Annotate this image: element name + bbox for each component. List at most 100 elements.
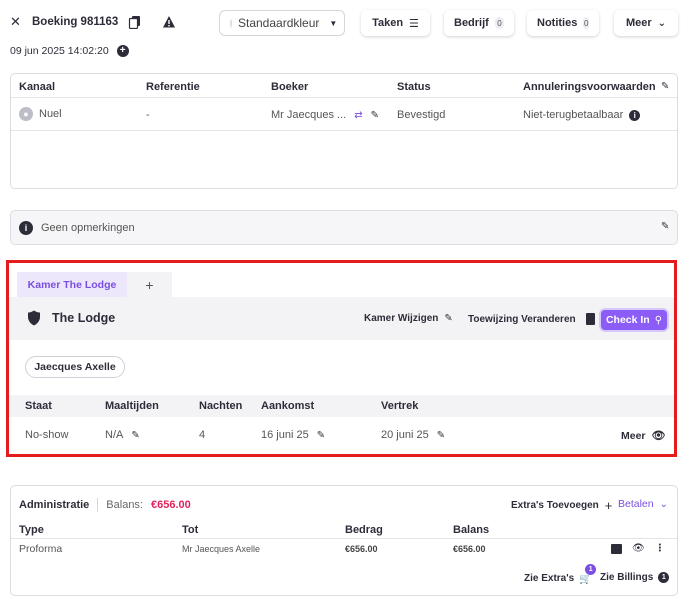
departure-value: 20 juni 25 <box>381 429 429 441</box>
guest-chip[interactable]: Jaecques Axelle <box>25 356 125 378</box>
administration-card: Administratie Balans: €656.00 Extra's To… <box>10 485 678 596</box>
header-status: Status <box>397 81 431 93</box>
cancellation-cell: Niet-terugbetaalbaar i <box>523 109 641 121</box>
merge-icon[interactable]: ⇄ <box>354 109 363 121</box>
balance-value: €656.00 <box>151 499 191 511</box>
edit-pencil-icon[interactable]: ✎ <box>661 221 670 232</box>
see-extras-button[interactable]: Zie Extra's 🛒 1 <box>524 564 597 585</box>
header-channel: Kanaal <box>19 81 56 93</box>
row-actions: 👁 ⋮ <box>611 543 665 554</box>
see-billings-label: Zie Billings <box>600 572 654 583</box>
info-icon[interactable]: i <box>629 109 641 121</box>
divider <box>11 97 677 98</box>
admin-title: Administratie <box>19 499 90 511</box>
vertical-divider <box>97 498 99 512</box>
chevron-down-icon: ⌄ <box>659 498 669 510</box>
remarks-card: i Geen opmerkingen ✎ <box>10 210 678 245</box>
amount-value: €656.00 <box>345 544 378 554</box>
balance-row-value: €656.00 <box>453 544 486 554</box>
company-count-badge: 0 <box>494 17 504 29</box>
header-booker: Boeker <box>271 81 309 93</box>
change-room-label: Kamer Wijzigen <box>364 313 439 324</box>
room-name: The Lodge <box>52 311 116 325</box>
company-button[interactable]: Bedrijf 0 <box>444 10 514 36</box>
booker-cell: Mr Jaecques ... ⇄ ✎ <box>271 109 379 121</box>
billings-count-badge: 1 <box>658 572 670 583</box>
edit-pencil-icon[interactable]: ✎ <box>661 81 670 92</box>
eye-icon[interactable]: 👁 <box>632 543 645 554</box>
color-dot <box>230 18 232 28</box>
check-in-button[interactable]: Check In ⚲ <box>601 310 667 330</box>
notes-button[interactable]: Notities 0 <box>527 10 599 36</box>
key-icon: ⚲ <box>654 314 663 326</box>
add-extras-button[interactable]: Extra's Toevoegen + <box>511 498 612 513</box>
edit-pencil-icon: ✎ <box>444 313 453 324</box>
notes-count-badge: 0 <box>583 17 589 29</box>
stay-table-header: Staat Maaltijden Nachten Aankomst Vertre… <box>9 395 674 417</box>
print-icon[interactable] <box>611 543 622 554</box>
tasks-button[interactable]: Taken ☰ <box>361 10 430 36</box>
header-nights: Nachten <box>199 400 243 412</box>
change-assignment-button[interactable]: Toewijzing Veranderen <box>468 313 595 325</box>
header-type: Type <box>19 524 44 536</box>
see-extras-label: Zie Extra's <box>524 572 575 584</box>
date-row: 09 jun 2025 14:02:20 + <box>10 45 129 57</box>
copy-icon[interactable] <box>128 15 142 30</box>
room-section-highlight: Kamer The Lodge + The Lodge Kamer Wijzig… <box>6 260 677 457</box>
header-amount: Bedrag <box>345 524 383 536</box>
info-icon: i <box>19 221 33 235</box>
type-value: Proforma <box>19 543 63 555</box>
extras-count-badge: 1 <box>585 564 597 575</box>
eye-icon: 👁 <box>651 430 666 442</box>
cancellation-value: Niet-terugbetaalbaar <box>523 109 624 121</box>
check-in-label: Check In <box>605 314 650 326</box>
meals-value: N/A <box>105 429 124 441</box>
pay-button[interactable]: Betalen ⌄ <box>618 498 668 510</box>
row-more-label: Meer <box>621 429 646 442</box>
meals-cell: N/A ✎ <box>105 429 140 441</box>
booking-title: Boeking 981163 <box>32 16 119 28</box>
header-reference: Referentie <box>146 81 200 93</box>
more-button[interactable]: Meer ⌄ <box>614 10 678 36</box>
booker-value[interactable]: Mr Jaecques ... <box>271 109 347 121</box>
caret-down-icon: ▼ <box>329 18 338 28</box>
shield-icon <box>27 310 41 326</box>
add-tab-button[interactable]: + <box>127 272 172 297</box>
edit-pencil-icon[interactable]: ✎ <box>316 429 326 441</box>
guest-name: Jaecques Axelle <box>34 361 116 373</box>
add-tab-label: + <box>145 276 154 293</box>
tasks-label: Taken <box>372 17 404 29</box>
edit-pencil-icon[interactable]: ✎ <box>370 109 379 121</box>
remarks-row: i Geen opmerkingen <box>19 221 135 235</box>
plus-circle-icon[interactable]: + <box>116 45 129 57</box>
header-departure: Vertrek <box>381 400 419 412</box>
arrival-cell: 16 juni 25 ✎ <box>261 429 325 441</box>
color-select[interactable]: Standaardkleur ▼ <box>219 10 345 36</box>
see-billings-button[interactable]: Zie Billings 1 <box>600 572 670 583</box>
pay-label: Betalen <box>618 498 654 510</box>
kebab-menu-icon[interactable]: ⋮ <box>654 543 665 554</box>
edit-pencil-icon[interactable]: ✎ <box>131 429 140 441</box>
more-label: Meer <box>625 17 652 29</box>
change-room-button[interactable]: Kamer Wijzigen ✎ <box>364 313 453 324</box>
header-state: Staat <box>25 400 52 412</box>
admin-title-row: Administratie Balans: €656.00 <box>19 498 191 512</box>
divider <box>11 130 677 131</box>
room-header: The Lodge Kamer Wijzigen ✎ Toewijzing Ve… <box>9 297 674 340</box>
warning-icon[interactable] <box>162 15 176 29</box>
reference-value: - <box>146 109 150 121</box>
arrival-value: 16 juni 25 <box>261 429 309 441</box>
header-left: ✕ Boeking 981163 <box>10 12 176 32</box>
remarks-text: Geen opmerkingen <box>41 222 135 234</box>
header-to: Tot <box>182 524 199 536</box>
header-cancellation: Annuleringsvoorwaarden <box>523 81 656 93</box>
user-avatar-icon: ● <box>19 107 33 121</box>
edit-pencil-icon[interactable]: ✎ <box>436 429 446 441</box>
cart-icon: 🛒 1 <box>579 564 597 585</box>
channel-cell: ● Nuel <box>19 107 62 121</box>
row-more-button[interactable]: Meer 👁 <box>621 429 666 443</box>
close-icon[interactable]: ✕ <box>10 14 21 29</box>
tab-room-the-lodge[interactable]: Kamer The Lodge <box>17 272 127 297</box>
booking-info-card: Kanaal Referentie Boeker Status Annuleri… <box>10 73 678 189</box>
divider <box>11 538 677 539</box>
